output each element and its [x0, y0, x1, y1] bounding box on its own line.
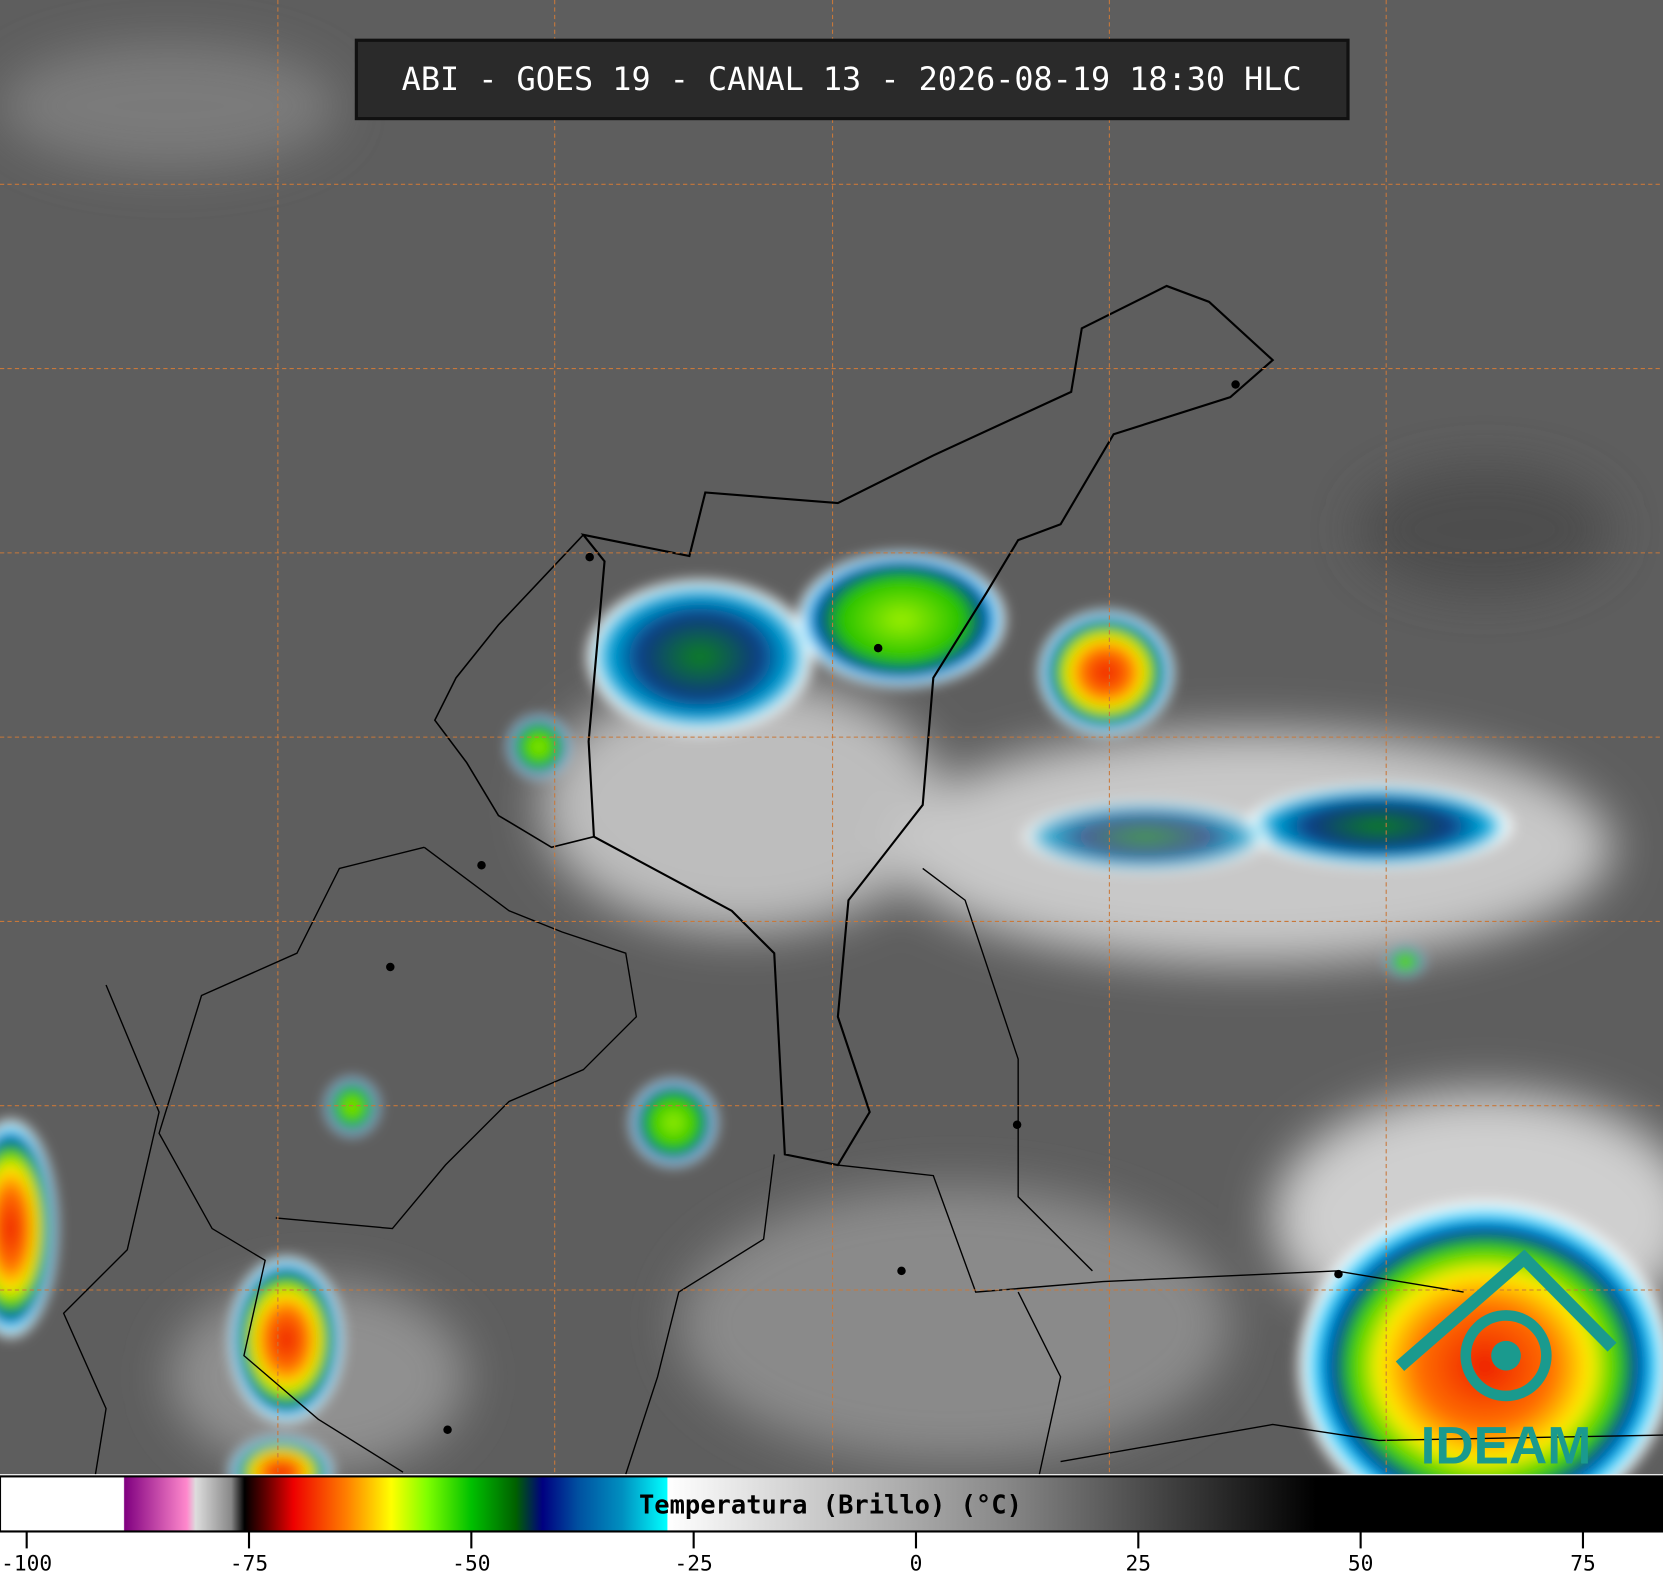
- borders: [62, 284, 1663, 1475]
- map: IDEAM ABI - GOES 19 - CANAL 13 - 2026-08…: [0, 0, 1663, 1536]
- title: ABI - GOES 19 - CANAL 13 - 2026-08-19 18…: [402, 61, 1302, 98]
- cities: [386, 380, 1343, 1435]
- tick-label: 25: [1126, 1551, 1152, 1576]
- title-box: [354, 38, 1350, 121]
- logo: IDEAM: [1395, 1249, 1617, 1476]
- tick-label: 50: [1348, 1551, 1374, 1576]
- tick-label: 75: [1570, 1551, 1596, 1576]
- tick-label: -75: [230, 1551, 268, 1576]
- logo-text: IDEAM: [1421, 1417, 1592, 1476]
- tick-label: -100: [1, 1551, 52, 1576]
- tick-label: -25: [675, 1551, 713, 1576]
- colorbar-ticks: -100 -75 -50 -25 0 25 50 75: [1, 1531, 1596, 1576]
- tick-label: 0: [910, 1551, 923, 1576]
- storms: [0, 550, 1663, 1536]
- colorbar-label: Temperatura (Brillo) (°C): [639, 1489, 1022, 1519]
- tick-label: -50: [452, 1551, 490, 1576]
- colorbar: [0, 1475, 1663, 1533]
- graticule: [0, 0, 1663, 1475]
- clouds: [0, 42, 1663, 1473]
